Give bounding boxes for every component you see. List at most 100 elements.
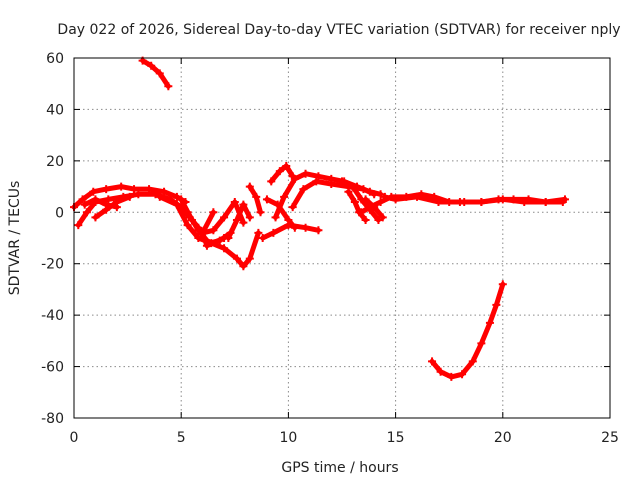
data-point [290, 223, 299, 232]
data-point [262, 195, 271, 204]
y-axis-tick-labels: -80 -60 -40 -20 0 20 40 60 [41, 51, 64, 427]
series-arc-1 [138, 56, 173, 91]
series-arc-5 [91, 192, 134, 222]
series-arc-2 [70, 182, 190, 212]
y-tick-label: 60 [46, 51, 64, 67]
data-point [74, 221, 83, 230]
data-point [447, 372, 456, 381]
data-point [413, 192, 422, 201]
data-point [301, 169, 310, 178]
chart-title: Day 022 of 2026, Sidereal Day-to-day VTE… [57, 22, 620, 38]
series-line [247, 184, 263, 215]
y-tick-label: -20 [41, 257, 64, 273]
data-point [125, 192, 134, 201]
data-point [361, 216, 370, 224]
data-point [348, 182, 357, 191]
data-point [376, 198, 385, 206]
data-point [224, 234, 233, 242]
data-point [378, 213, 387, 222]
data-point [198, 228, 207, 237]
data-point [78, 195, 87, 204]
data-point [183, 208, 192, 217]
data-point [361, 195, 370, 204]
data-point [151, 190, 160, 199]
series-arc-15 [271, 169, 385, 222]
data-point [245, 182, 254, 191]
data-point [104, 195, 113, 204]
data-point [134, 190, 143, 199]
x-tick-label: 10 [279, 430, 297, 446]
data-point [434, 198, 443, 206]
y-tick-label: -80 [41, 411, 64, 427]
data-point [485, 318, 494, 327]
data-point [245, 213, 254, 222]
data-point [290, 174, 299, 183]
data-point [312, 177, 321, 186]
x-tick-label: 0 [70, 430, 79, 446]
series-line [71, 184, 188, 210]
data-point [271, 213, 280, 222]
data-point [282, 162, 291, 170]
data-point [91, 213, 100, 222]
data-point [498, 280, 507, 289]
data-point [359, 185, 368, 194]
data-point [202, 241, 211, 250]
series-line [140, 58, 171, 89]
data-point [498, 195, 507, 204]
series-line [157, 194, 261, 269]
data-point [380, 192, 389, 201]
y-tick-label: -40 [41, 308, 64, 324]
data-point [112, 198, 121, 206]
series-arc-22 [428, 280, 507, 381]
y-tick-label: 0 [55, 205, 64, 221]
data-point [183, 221, 192, 230]
data-point [258, 234, 267, 242]
y-tick-label: -60 [41, 360, 64, 376]
data-point [338, 177, 346, 186]
data-point [455, 198, 464, 206]
data-point [314, 172, 323, 181]
data-point [239, 218, 248, 227]
data-point [299, 185, 308, 194]
data-point [477, 339, 486, 348]
data-point [344, 187, 353, 196]
x-axis-tick-labels: 0 5 10 15 20 25 [70, 430, 619, 446]
data-point [177, 195, 186, 204]
data-point [301, 223, 310, 232]
data-point [160, 187, 169, 196]
data-point [477, 198, 486, 206]
data-point [117, 182, 126, 191]
data-series-group [70, 56, 569, 381]
y-tick-label: 40 [46, 102, 64, 118]
series-arc-17 [338, 177, 383, 224]
data-point [155, 69, 164, 78]
y-tick-label: 20 [46, 154, 64, 170]
data-point [232, 216, 241, 224]
data-point [172, 200, 181, 209]
data-point [130, 185, 139, 194]
data-point [252, 192, 261, 201]
data-point [314, 226, 323, 235]
data-point [209, 208, 218, 217]
series-arc-21 [380, 192, 569, 206]
data-point [357, 208, 366, 217]
data-point [275, 167, 284, 176]
data-point [280, 192, 289, 201]
data-point [284, 216, 293, 224]
data-point [254, 228, 263, 237]
x-tick-label: 5 [177, 430, 186, 446]
data-point [91, 195, 100, 204]
data-point [239, 200, 248, 209]
data-point [350, 198, 359, 206]
data-point [458, 370, 467, 379]
data-point [147, 61, 156, 70]
data-point [155, 192, 164, 201]
data-point [209, 226, 218, 235]
data-point [267, 177, 276, 186]
data-point [82, 208, 91, 217]
plot-frame [73, 57, 611, 419]
data-point [560, 195, 569, 204]
series-arc-3 [74, 190, 203, 232]
series-line [92, 194, 133, 220]
data-point [80, 200, 89, 209]
